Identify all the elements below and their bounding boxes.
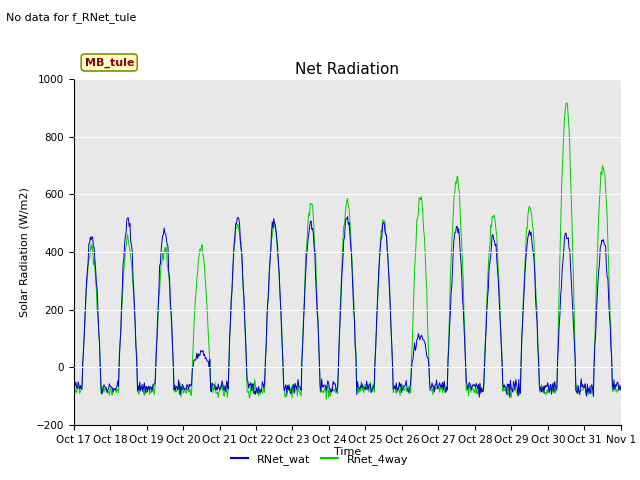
Legend: RNet_wat, Rnet_4way: RNet_wat, Rnet_4way [227, 450, 413, 469]
Rnet_4way [79, 345, 87, 351]
Rnet_4way [191, 297, 199, 303]
Rnet_4way [563, 100, 571, 106]
Rnet_4way [323, 396, 330, 402]
RNet_wat [191, 358, 199, 363]
X-axis label: Time: Time [333, 447, 361, 457]
Rnet_4way [220, 393, 228, 399]
RNet_wat [220, 387, 228, 393]
Text: MB_tule: MB_tule [84, 58, 134, 68]
Rnet_4way [136, 386, 143, 392]
RNet_wat [617, 387, 625, 393]
Line: RNet_wat: RNet_wat [74, 216, 621, 397]
Title: Net Radiation: Net Radiation [295, 61, 399, 77]
Y-axis label: Solar Radiation (W/m2): Solar Radiation (W/m2) [20, 187, 30, 317]
RNet_wat [415, 331, 422, 336]
RNet_wat [344, 214, 351, 219]
RNet_wat [70, 383, 77, 388]
Rnet_4way [431, 388, 438, 394]
RNet_wat [431, 389, 438, 395]
Text: No data for f_RNet_tule: No data for f_RNet_tule [6, 12, 137, 23]
RNet_wat [136, 379, 143, 385]
Line: Rnet_4way: Rnet_4way [74, 103, 621, 399]
Rnet_4way [415, 210, 422, 216]
Rnet_4way [617, 385, 625, 391]
RNet_wat [506, 395, 513, 400]
RNet_wat [79, 349, 87, 355]
Rnet_4way [70, 386, 77, 392]
